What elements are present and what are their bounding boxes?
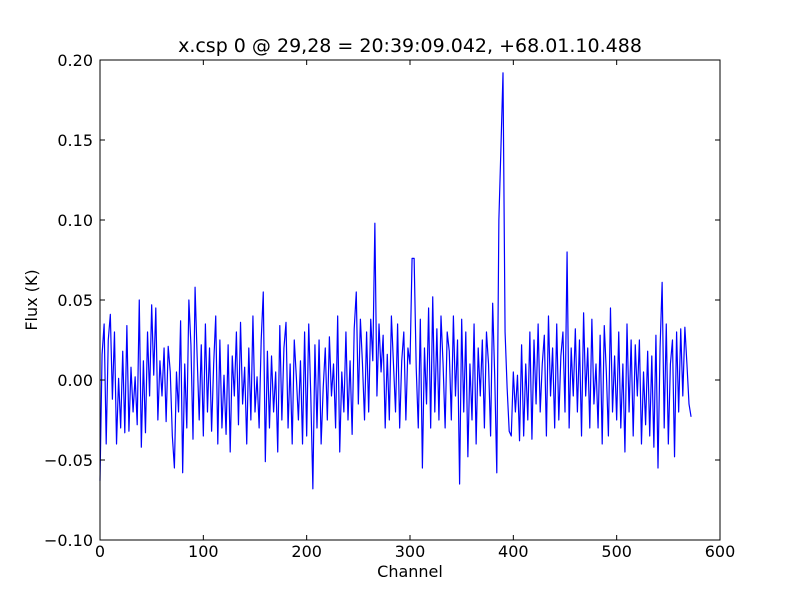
x-tick-label: 100 (188, 542, 219, 561)
y-tick-label: 0.00 (57, 371, 93, 390)
x-axis-label: Channel (377, 562, 443, 581)
x-tick-label: 300 (395, 542, 426, 561)
y-tick-label: 0.05 (57, 291, 93, 310)
y-tick-label: 0.10 (57, 211, 93, 230)
x-tick-label: 400 (498, 542, 529, 561)
y-tick-label: −0.05 (44, 451, 93, 470)
data-line (99, 72, 692, 490)
y-axis-label: Flux (K) (22, 269, 41, 330)
y-tick-label: 0.15 (57, 131, 93, 150)
chart-title: x.csp 0 @ 29,28 = 20:39:09.042, +68.01.1… (178, 35, 642, 57)
y-tick-label: −0.10 (44, 531, 93, 550)
x-tick-label: 500 (601, 542, 632, 561)
x-tick-label: 0 (95, 542, 105, 561)
x-tick-label: 200 (291, 542, 322, 561)
y-tick-label: 0.20 (57, 51, 93, 70)
x-tick-label: 600 (705, 542, 736, 561)
